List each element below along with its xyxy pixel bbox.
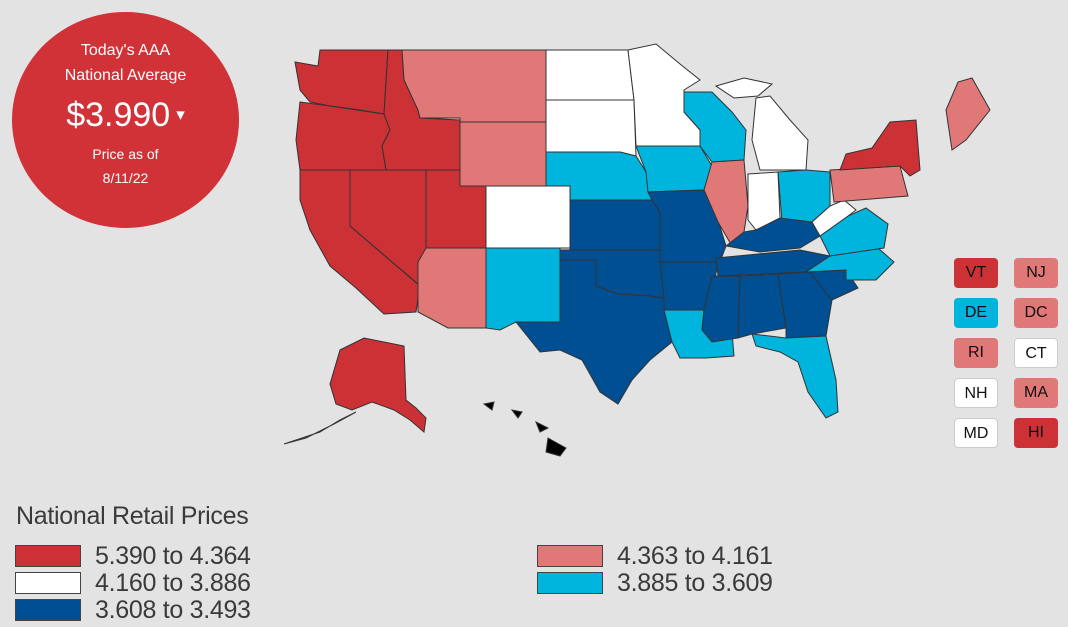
national-average-price: $3.990 ▾ [12,96,239,135]
state-KS[interactable] [569,199,661,251]
state-AK[interactable] [283,337,427,445]
state-NY[interactable] [839,119,921,177]
chip-de[interactable]: DE [954,298,998,328]
state-MI[interactable] [714,77,809,171]
state-MT[interactable] [401,49,547,123]
chip-ct[interactable]: CT [1014,338,1058,368]
legend-label: 5.390 to 4.364 [95,542,251,570]
chip-hi[interactable]: HI [1014,418,1058,448]
state-TX[interactable] [514,259,673,405]
legend-swatch [537,572,603,594]
price-as-of-date: 8/11/22 [102,170,149,186]
state-NM[interactable] [485,247,561,331]
state-SD[interactable] [545,99,637,157]
legend-swatch [15,599,81,621]
legend-label: 4.363 to 4.161 [617,542,773,570]
chip-ma[interactable]: MA [1014,378,1058,408]
legend-label: 4.160 to 3.886 [95,569,251,597]
chip-ri[interactable]: RI [954,338,998,368]
state-WY[interactable] [459,121,547,187]
badge-title-line2: National Average [64,67,187,84]
chip-md[interactable]: MD [954,418,998,448]
state-PA[interactable] [829,165,909,203]
legend-label: 3.885 to 3.609 [617,569,773,597]
chip-vt[interactable]: VT [954,258,998,288]
state-IA[interactable] [635,145,713,193]
chip-nj[interactable]: NJ [1014,258,1058,288]
legend-label: 3.608 to 3.493 [95,596,251,624]
price-down-icon: ▾ [176,105,185,124]
state-CO[interactable] [485,185,571,249]
badge-title-line1: Today's AAA [80,42,171,59]
legend-swatch [15,545,81,567]
chip-nh[interactable]: NH [954,378,998,408]
state-WV[interactable] [811,199,857,237]
state-FL[interactable] [751,333,839,419]
price-value: $3.990 [66,96,171,134]
price-as-of-label: Price as of [92,146,159,162]
state-ND[interactable] [545,49,635,101]
legend-swatch [15,572,81,594]
legend-swatch [537,545,603,567]
state-AZ[interactable] [417,247,487,329]
legend-title: National Retail Prices [16,502,249,530]
state-ME[interactable] [945,77,991,151]
chip-dc[interactable]: DC [1014,298,1058,328]
state-AL[interactable] [737,273,787,339]
us-price-map [283,43,991,457]
state-HI[interactable] [482,401,567,457]
national-average-badge: Today's AAA National Average $3.990 ▾ Pri… [12,12,239,228]
